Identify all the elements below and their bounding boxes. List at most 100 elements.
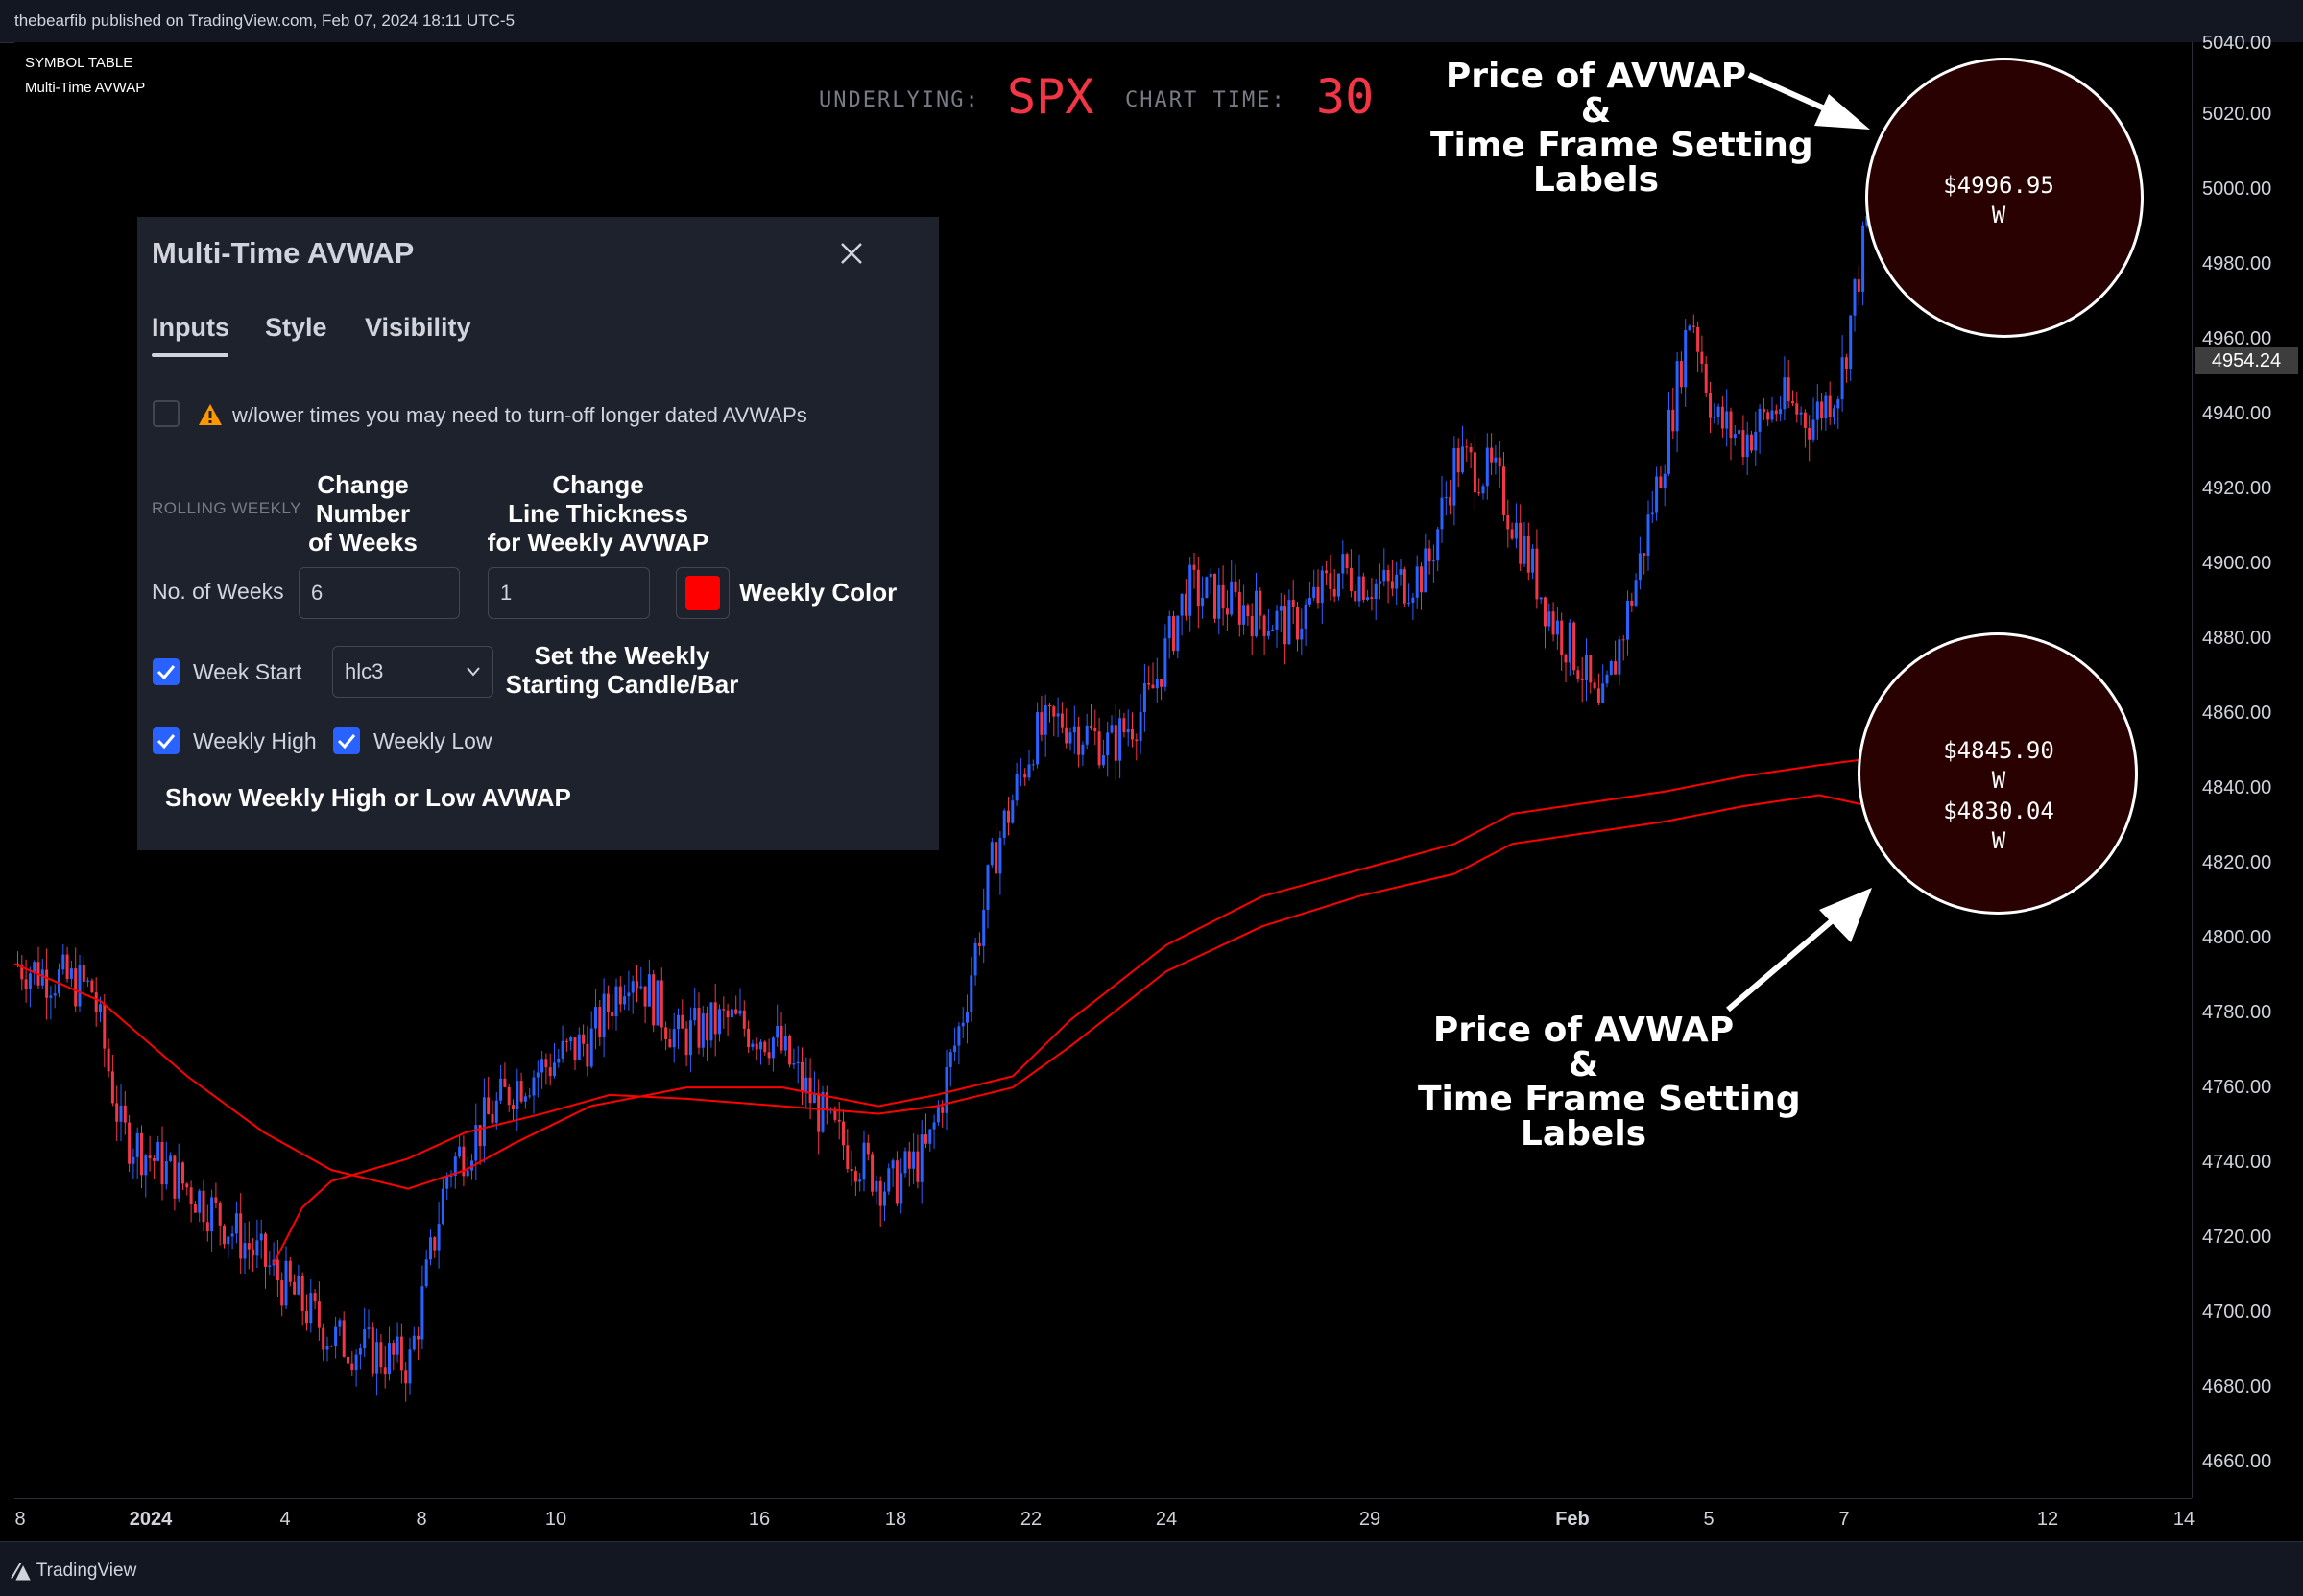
candle-body [69,968,73,979]
annotation-line: Time Frame Setting [1418,1080,1801,1119]
candle-body [726,1010,730,1018]
annotation-line: Number [315,499,411,528]
candle-body [1836,399,1840,409]
candle-body [1065,727,1068,744]
candle-body [33,962,36,974]
candle-body [420,1286,424,1340]
close-icon[interactable] [834,236,869,271]
weeks-input[interactable]: 6 [299,567,460,619]
chevron-down-icon [466,647,481,715]
candle-body [1225,608,1229,615]
candle-body [1262,615,1266,636]
warning-checkbox[interactable] [153,400,180,427]
candle-body [523,1096,527,1102]
candle-body [1044,704,1047,735]
candle-body [759,1041,762,1050]
candle-body [1811,419,1815,440]
price-scale[interactable]: 5040.00 5020.00 5000.00 4980.00 4960.00 … [2192,33,2303,1498]
avwap-label-bottom-2: $4830.04 W [1903,797,2095,856]
candle-body [1461,446,1464,473]
color-swatch [685,576,720,610]
annotation-line: & [1580,91,1612,131]
candle-body [833,1108,837,1120]
candle-body [280,1280,284,1306]
candle-body [903,1151,907,1174]
candle-body [140,1132,143,1176]
candle-body [1300,628,1304,640]
candle-body [1585,655,1588,680]
publish-info: thebearfib published on TradingView.com,… [14,12,516,30]
tab-style[interactable]: Style [265,313,327,342]
candle-body [1498,457,1501,467]
candle-body [693,1008,697,1021]
candle-body [1205,577,1209,598]
candle-body [1230,581,1234,615]
candle-body [1535,548,1539,600]
candle-body [796,1061,800,1064]
candle-body [1531,548,1535,573]
symbol-table-title: SYMBOL TABLE [25,55,133,71]
candle-body [1085,725,1089,745]
tab-visibility[interactable]: Visibility [365,313,471,342]
candle-body [672,1029,676,1048]
candle-body [300,1275,304,1311]
candle-body [119,1105,123,1122]
tab-inputs[interactable]: Inputs [152,313,229,342]
candle-body [1296,607,1299,640]
time-tick: 24 [1155,1509,1178,1530]
candlestick-chart[interactable] [13,42,2192,1498]
candle-body [1774,410,1778,415]
candle-body [1840,357,1844,400]
candle-body [516,1081,519,1110]
annotation-line: Change [552,470,644,499]
week-start-select[interactable]: hlc3 [332,646,493,698]
candle-body [1650,512,1654,515]
candle-body [1766,412,1770,420]
candle-body [1184,593,1187,616]
candle-body [247,1243,251,1250]
candle-body [1259,590,1262,616]
candle-body [82,965,85,982]
avwap-weekly-low-line [273,794,1907,1265]
time-scale[interactable]: 8 2024 4 8 10 16 18 22 24 29 Feb 5 7 12 … [14,1498,2195,1542]
candle-body [977,942,981,946]
candle-body [276,1259,279,1281]
candle-body [1621,639,1625,641]
weekly-high-checkbox[interactable] [153,727,180,754]
candle-body [1833,408,1835,417]
candle-body [1506,515,1510,530]
candle-body [961,1022,965,1027]
candle-body [701,1013,705,1048]
candle-body [544,1059,548,1068]
candle-body [487,1097,491,1115]
candle-body [1456,447,1460,473]
candle-body [255,1240,259,1256]
color-picker[interactable] [676,567,730,619]
candle-body [1733,434,1737,439]
candle-body [1779,409,1783,415]
candle-body [61,954,65,970]
annotation-line: Price of AVWAP [1432,1011,1735,1050]
candle-body [1242,605,1246,625]
candle-body [284,1260,288,1306]
candle-body [1329,573,1332,589]
candle-body [1167,616,1171,639]
weekly-low-checkbox[interactable] [333,727,360,754]
thickness-input[interactable]: 1 [488,567,650,619]
week-start-checkbox[interactable] [153,658,180,685]
candle-body [1519,522,1523,564]
candle-body [1337,573,1340,597]
candle-body [771,1037,775,1059]
candle-body [589,1028,593,1067]
candle-body [1713,417,1716,418]
candle-body [1844,357,1848,369]
candle-body [1354,590,1357,602]
candle-body [494,1100,498,1123]
candle-body [491,1114,494,1123]
tradingview-logo[interactable]: ⁄▲ TradingView [14,1560,136,1583]
candle-body [1325,570,1329,574]
candle-body [234,1213,238,1234]
symbol-table: SYMBOL TABLE Multi-Time AVWAP [25,51,145,101]
candle-body [1180,593,1184,616]
candle-body [1655,476,1659,513]
